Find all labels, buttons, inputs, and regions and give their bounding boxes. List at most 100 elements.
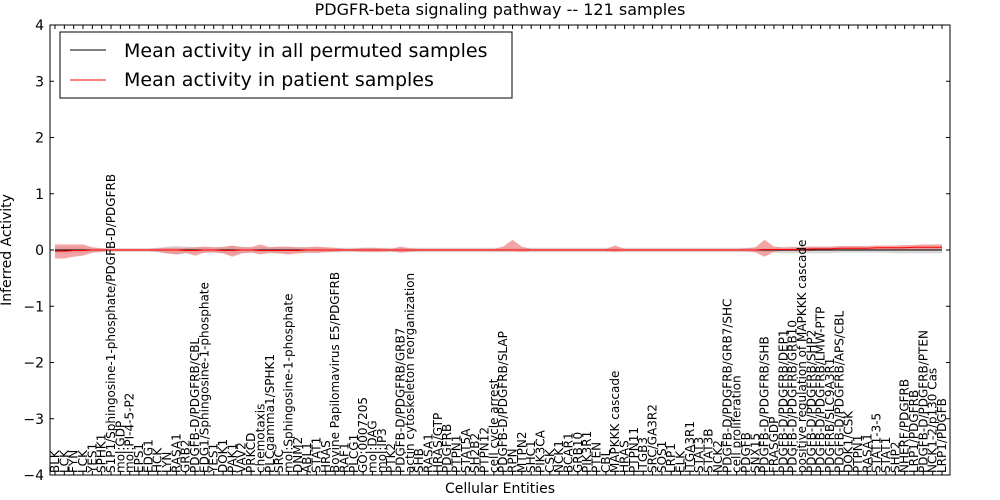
x-tick-label: mol:IP3	[375, 428, 389, 473]
y-tick-label: 3	[35, 74, 44, 90]
y-tick-label: 4	[35, 18, 44, 34]
x-tick-label: PDGFB-D/PDGFRB/PTEN	[916, 330, 930, 473]
x-tick-label: GO:0007205	[356, 397, 370, 473]
x-tick-label: PDGFB-D/PDGFRB/GRB7/SHC	[720, 299, 734, 473]
x-tick-label: chemotaxis	[253, 404, 267, 473]
legend: Mean activity in all permuted samples Me…	[59, 31, 513, 99]
series-band-2	[55, 239, 942, 259]
x-tick-label: RASA1	[421, 433, 435, 473]
x-axis-ticks: BLKLCKFYNLCKYES1SPHK1S1P1/Sphingosine-1-…	[48, 25, 949, 475]
x-tick-label: PTPN1	[449, 435, 463, 473]
x-tick-label: CBL	[599, 449, 613, 473]
y-tick-label: 2	[35, 131, 44, 147]
x-tick-label: NCK1-2/p130 Cas	[926, 368, 940, 473]
x-tick-label: ABL1	[300, 442, 314, 473]
x-tick-label: PDGFB	[739, 432, 753, 473]
x-tick-label: YES1	[85, 443, 99, 474]
series-line-2	[55, 246, 942, 252]
legend-box	[59, 31, 513, 99]
x-tick-label: STAT5A	[459, 428, 473, 473]
x-tick-label: PIK3R1	[580, 431, 594, 473]
x-tick-label: SRC	[272, 449, 286, 473]
x-tick-label: MTPN2	[515, 431, 529, 473]
x-tick-label: PDGFRB	[440, 424, 454, 473]
x-tick-label: PDGFRB/SLC9A3R1	[823, 358, 837, 473]
x-tick-label: LCK	[57, 449, 71, 473]
x-tick-label: PRKCD	[244, 433, 258, 473]
x-tick-label: EPS1	[132, 443, 146, 473]
x-axis-label: Cellular Entities	[445, 481, 555, 497]
x-tick-label: RASA1	[860, 433, 874, 473]
x-tick-label: mol:PI-4-5-P2	[123, 393, 137, 473]
x-tick-label: EDG1/Sphingosine-1-phosphate	[197, 282, 211, 473]
x-tick-label: BLK	[48, 449, 62, 473]
x-tick-label: LYN	[160, 452, 174, 473]
x-tick-label: HCK	[151, 447, 165, 473]
x-tick-label: GRB10	[571, 432, 585, 473]
x-tick-label: FYN	[67, 450, 81, 473]
x-tick-label: STAT1-3-5	[870, 413, 884, 473]
x-tick-label: PDGFB-D/PDGFRB/LMW-PTP	[814, 307, 828, 473]
x-tick-label: RAF1	[337, 442, 351, 473]
x-tick-label: NCK1	[552, 440, 566, 473]
x-tick-label: LRP1/PDGFB	[935, 398, 949, 473]
x-tick-label: PTEN	[590, 442, 604, 473]
x-tick-label: NCK2	[711, 440, 725, 473]
chart-title: PDGFR-beta signaling pathway -- 121 samp…	[315, 0, 686, 19]
x-tick-label: PDGFB-D/PDGFRB/SLAP	[496, 331, 510, 473]
y-tick-label: −4	[23, 468, 44, 484]
x-tick-label: PAK1	[225, 443, 239, 473]
x-tick-label: EDG1	[141, 439, 155, 473]
x-tick-label: PTPN1	[851, 435, 865, 473]
x-tick-label: PDGFB-D/PDGFRB/SHB	[758, 336, 772, 473]
x-tick-label: VAV2	[235, 442, 249, 473]
x-tick-label: GRB2	[179, 439, 193, 473]
x-tick-label: ITGB3	[636, 437, 650, 473]
legend-label-patient: Mean activity in patient samples	[124, 69, 434, 91]
x-tick-label: RPN	[506, 448, 520, 473]
x-tick-label: SHB	[412, 448, 426, 473]
x-tick-label: PDGFB-D/PDGFRB/APS/CBL	[832, 310, 846, 473]
x-tick-label: S1P1/Sphingosine-1-phosphate/PDGFB-D/PDG…	[104, 174, 118, 473]
x-tick-label: mol:DAG	[365, 420, 379, 473]
x-tick-label: BCAR1	[562, 432, 576, 473]
x-tick-label: MAPKKK cascade	[608, 371, 622, 473]
x-tick-label: RASA1	[169, 433, 183, 473]
plot-frame	[49, 24, 951, 476]
x-tick-label: PTK2	[384, 443, 398, 473]
x-tick-label: CSK	[543, 448, 557, 473]
x-tick-label: SHC1	[524, 440, 538, 473]
x-tick-label: PLCgamma1/SPHK1	[263, 354, 277, 473]
x-tick-label: Bovine Papilomavirus E5/PDGFRB	[328, 272, 342, 473]
y-tick-label: −2	[23, 356, 44, 372]
x-tick-label: PDGFB-D/PDGFRB/CBL	[188, 338, 202, 473]
x-tick-label: NHERF/PDGFRB	[898, 379, 912, 473]
x-tick-label: STAT3	[692, 437, 706, 473]
x-tick-label: mol:GDP	[113, 421, 127, 473]
x-tick-label: HRAS	[319, 440, 333, 473]
x-tick-label: LRP1/PDGFRB	[907, 390, 921, 473]
x-tick-label: SOS1	[655, 441, 669, 473]
x-tick-label: PDGFB-D/PDGFRB/GRB10	[786, 320, 800, 473]
x-tick-label: STAT3B	[702, 429, 716, 474]
y-tick-label: −3	[23, 412, 44, 428]
y-tick-label: 1	[35, 187, 44, 203]
x-tick-label: SHP2	[888, 441, 902, 473]
x-tick-label: PDGFB-D/PDGFRB/SHP2	[804, 330, 818, 473]
x-tick-label: ITGA3R1	[683, 421, 697, 473]
x-tick-label: STAT1	[879, 437, 893, 473]
x-tick-label: cell proliferation	[730, 375, 744, 473]
x-tick-label: positive regulation of MAPKKK cascade	[795, 240, 809, 473]
x-tick-label: DNM2	[291, 437, 305, 473]
y-tick-label: −1	[23, 299, 44, 315]
x-tick-label: HRAS/GTP	[431, 413, 445, 473]
x-tick-label: cell cycle arrest	[487, 378, 501, 473]
x-tick-label: mol:Sphingosine-1-phosphate	[281, 294, 295, 474]
x-tick-label: LCK	[76, 449, 90, 473]
x-tick-label: YES1	[207, 443, 221, 474]
x-tick-label: PTPN11	[627, 427, 641, 473]
y-axis-label: Inferred Activity	[0, 194, 15, 306]
x-tick-label: ELK	[674, 450, 688, 473]
x-tick-label: SRC/GA3R2	[646, 404, 660, 473]
